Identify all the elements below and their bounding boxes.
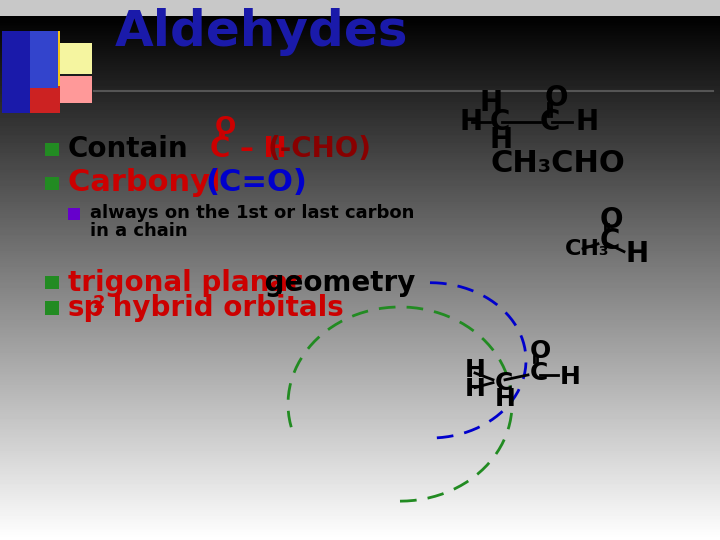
Text: O: O (215, 116, 236, 139)
FancyBboxPatch shape (45, 301, 59, 315)
Text: (-CHO): (-CHO) (268, 134, 372, 163)
Text: C: C (495, 370, 513, 395)
FancyBboxPatch shape (45, 143, 59, 157)
Text: H: H (465, 377, 486, 402)
FancyBboxPatch shape (2, 31, 60, 87)
Text: H: H (560, 365, 581, 389)
Text: C – H: C – H (210, 134, 287, 163)
FancyBboxPatch shape (45, 276, 59, 289)
FancyBboxPatch shape (2, 85, 60, 113)
FancyBboxPatch shape (2, 31, 30, 113)
Text: (C=O): (C=O) (205, 168, 307, 197)
Text: C: C (530, 361, 549, 385)
Text: H: H (490, 126, 513, 154)
FancyBboxPatch shape (30, 31, 58, 87)
Text: 2: 2 (93, 294, 106, 312)
Text: H: H (480, 89, 503, 117)
Text: sp: sp (68, 294, 104, 322)
FancyBboxPatch shape (60, 43, 92, 74)
Text: H: H (465, 358, 486, 382)
FancyBboxPatch shape (60, 76, 92, 103)
Text: Carbonyl: Carbonyl (68, 168, 231, 197)
Text: H: H (625, 240, 648, 267)
Text: Contain: Contain (68, 134, 189, 163)
Text: geometry: geometry (255, 269, 415, 296)
Text: C: C (490, 109, 510, 137)
FancyBboxPatch shape (45, 177, 59, 191)
Text: C: C (540, 109, 560, 137)
Text: O: O (545, 84, 569, 112)
Text: O: O (600, 206, 624, 234)
Text: trigonal planar: trigonal planar (68, 269, 302, 296)
Text: Aldehydes: Aldehydes (115, 9, 408, 57)
Text: in a chain: in a chain (90, 222, 188, 240)
Text: H: H (495, 387, 516, 411)
Text: H: H (575, 109, 598, 137)
Text: hybrid orbitals: hybrid orbitals (103, 294, 343, 322)
Text: CH₃CHO: CH₃CHO (490, 148, 625, 178)
Text: O: O (530, 339, 552, 363)
Text: C: C (600, 227, 621, 255)
Text: CH₃: CH₃ (565, 239, 610, 259)
Text: H: H (460, 109, 483, 137)
Text: always on the 1st or last carbon: always on the 1st or last carbon (90, 204, 415, 222)
FancyBboxPatch shape (68, 208, 80, 220)
